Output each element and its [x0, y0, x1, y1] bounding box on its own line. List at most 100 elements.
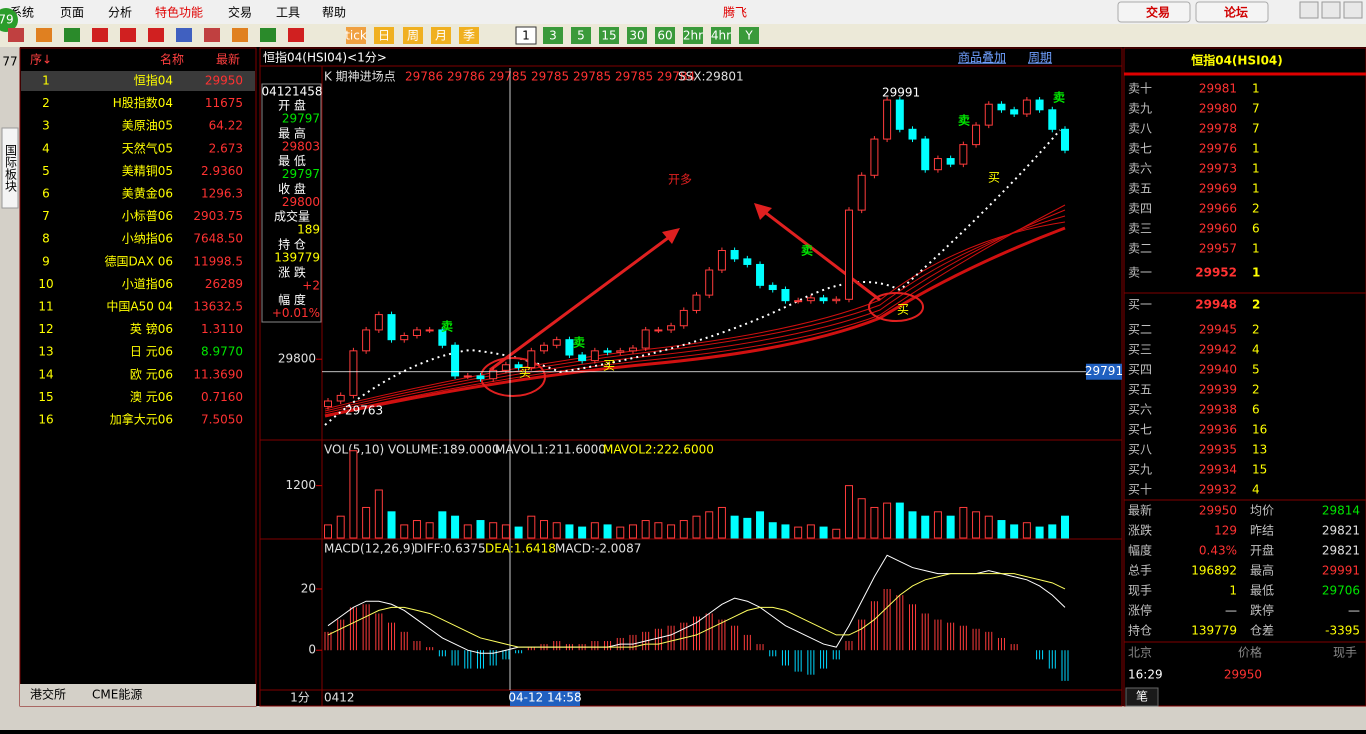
row-price[interactable]: 7648.50 — [193, 232, 243, 246]
period-button[interactable] — [683, 27, 703, 44]
row-number[interactable]: 10 — [38, 277, 53, 291]
tool-icon[interactable] — [288, 28, 304, 42]
row-price[interactable]: 1296.3 — [201, 187, 243, 201]
period-button[interactable] — [543, 27, 563, 44]
period-button[interactable] — [403, 27, 423, 44]
row-name[interactable]: 天然气05 — [122, 140, 173, 155]
period-button[interactable] — [571, 27, 591, 44]
tool-icon[interactable] — [148, 28, 164, 42]
row-price[interactable]: 2.9360 — [201, 164, 243, 178]
row-name[interactable]: 美原油05 — [122, 119, 173, 133]
row-name[interactable]: 澳 元06 — [130, 390, 173, 404]
row-name[interactable]: 美黄金06 — [122, 186, 173, 201]
row-name[interactable]: 中国A50 04 — [106, 299, 173, 314]
row-price[interactable]: 26289 — [205, 277, 243, 291]
list-tab[interactable]: 港交所 — [30, 687, 66, 702]
row-number[interactable]: 7 — [42, 209, 50, 223]
period-button[interactable] — [346, 27, 366, 44]
row-number[interactable]: 5 — [42, 164, 50, 178]
row-name[interactable]: 小道指06 — [122, 276, 173, 291]
stat-value: 29821 — [1322, 544, 1360, 558]
row-number[interactable]: 11 — [38, 300, 53, 314]
row-price[interactable]: 8.9770 — [201, 345, 243, 359]
row-price[interactable]: 2903.75 — [193, 209, 243, 223]
row-number[interactable]: 3 — [42, 119, 50, 133]
row-number[interactable]: 4 — [42, 141, 50, 155]
buy-price: 29940 — [1199, 363, 1237, 377]
tool-icon[interactable] — [64, 28, 80, 42]
menu-item[interactable]: 页面 — [60, 6, 84, 20]
row-number[interactable]: 1 — [42, 74, 50, 88]
menu-item[interactable]: 特色功能 — [155, 5, 203, 20]
window-max[interactable] — [1321, 1, 1341, 19]
chart-button[interactable]: 商品叠加 — [958, 50, 1006, 65]
row-price[interactable]: 1.3110 — [201, 322, 243, 336]
period-button[interactable] — [739, 27, 759, 44]
row-price[interactable]: 29950 — [205, 74, 243, 88]
menu-item[interactable]: 帮助 — [322, 6, 346, 20]
row-number[interactable]: 13 — [38, 345, 53, 359]
period-button[interactable] — [431, 27, 451, 44]
row-price[interactable]: 2.673 — [209, 141, 243, 155]
candle — [425, 329, 434, 332]
row-name[interactable]: 德国DAX 06 — [104, 253, 173, 268]
menu-item[interactable]: 交易 — [228, 5, 252, 20]
row-price[interactable]: 13632.5 — [193, 300, 243, 314]
tool-icon[interactable] — [8, 28, 24, 42]
period-button[interactable] — [374, 27, 394, 44]
menu-button[interactable] — [1117, 1, 1191, 23]
row-price[interactable]: 7.5050 — [201, 413, 243, 427]
row-name[interactable]: 加拿大元06 — [110, 412, 173, 427]
row-number[interactable]: 9 — [42, 254, 50, 268]
period-button[interactable] — [627, 27, 647, 44]
period-button[interactable] — [459, 27, 479, 44]
period-button[interactable] — [655, 27, 675, 44]
row-name[interactable]: 英 镑06 — [130, 321, 173, 336]
window-min[interactable] — [1299, 1, 1319, 19]
row-number[interactable]: 6 — [42, 187, 50, 201]
row-number[interactable]: 16 — [38, 413, 53, 427]
y-tick-label: 29800 — [278, 352, 316, 366]
menu-button[interactable] — [1195, 1, 1269, 23]
tool-icon[interactable] — [176, 28, 192, 42]
row-number[interactable]: 2 — [42, 96, 50, 110]
row-name[interactable]: 恒指04 — [134, 73, 173, 88]
row-number[interactable]: 8 — [42, 232, 50, 246]
row-name[interactable]: H股指数04 — [113, 95, 173, 110]
ticks-tab[interactable] — [1125, 687, 1159, 707]
window-close[interactable] — [1343, 1, 1363, 19]
volume-bar — [870, 506, 879, 539]
row-number[interactable]: 12 — [38, 322, 53, 336]
row-name[interactable]: 美精铜05 — [122, 163, 173, 178]
menu-item[interactable]: 分析 — [108, 6, 132, 20]
list-tab[interactable]: CME能源 — [92, 688, 142, 702]
period-button[interactable] — [515, 26, 537, 45]
row-price[interactable]: 0.7160 — [201, 390, 243, 404]
row-price[interactable]: 11.3690 — [193, 367, 243, 381]
row-number[interactable]: 14 — [38, 367, 53, 381]
row-price[interactable]: 11998.5 — [193, 254, 243, 268]
period-label: 日 — [378, 29, 390, 43]
period-button[interactable] — [599, 27, 619, 44]
row-name[interactable]: 日 元06 — [130, 345, 173, 359]
row-price[interactable]: 11675 — [205, 96, 243, 110]
volume-bar — [972, 511, 981, 539]
row-name[interactable]: 欧 元06 — [130, 367, 173, 381]
tool-icon[interactable] — [120, 28, 136, 42]
row-name[interactable]: 小标普06 — [122, 209, 173, 223]
tool-icon[interactable] — [36, 28, 52, 42]
info-label: 最 低 — [278, 154, 306, 168]
row-name[interactable]: 小纳指06 — [122, 231, 173, 246]
row-price[interactable]: 64.22 — [209, 119, 243, 133]
volume-bar — [1022, 522, 1031, 539]
tool-icon[interactable] — [204, 28, 220, 42]
period-button[interactable] — [711, 27, 731, 44]
stat-value: 129 — [1214, 524, 1237, 538]
tool-icon[interactable] — [232, 28, 248, 42]
side-tab[interactable] — [1, 127, 19, 209]
chart-button[interactable]: 周期 — [1028, 51, 1052, 65]
tool-icon[interactable] — [260, 28, 276, 42]
tool-icon[interactable] — [92, 28, 108, 42]
row-number[interactable]: 15 — [38, 390, 53, 404]
menu-item[interactable]: 工具 — [276, 6, 300, 20]
